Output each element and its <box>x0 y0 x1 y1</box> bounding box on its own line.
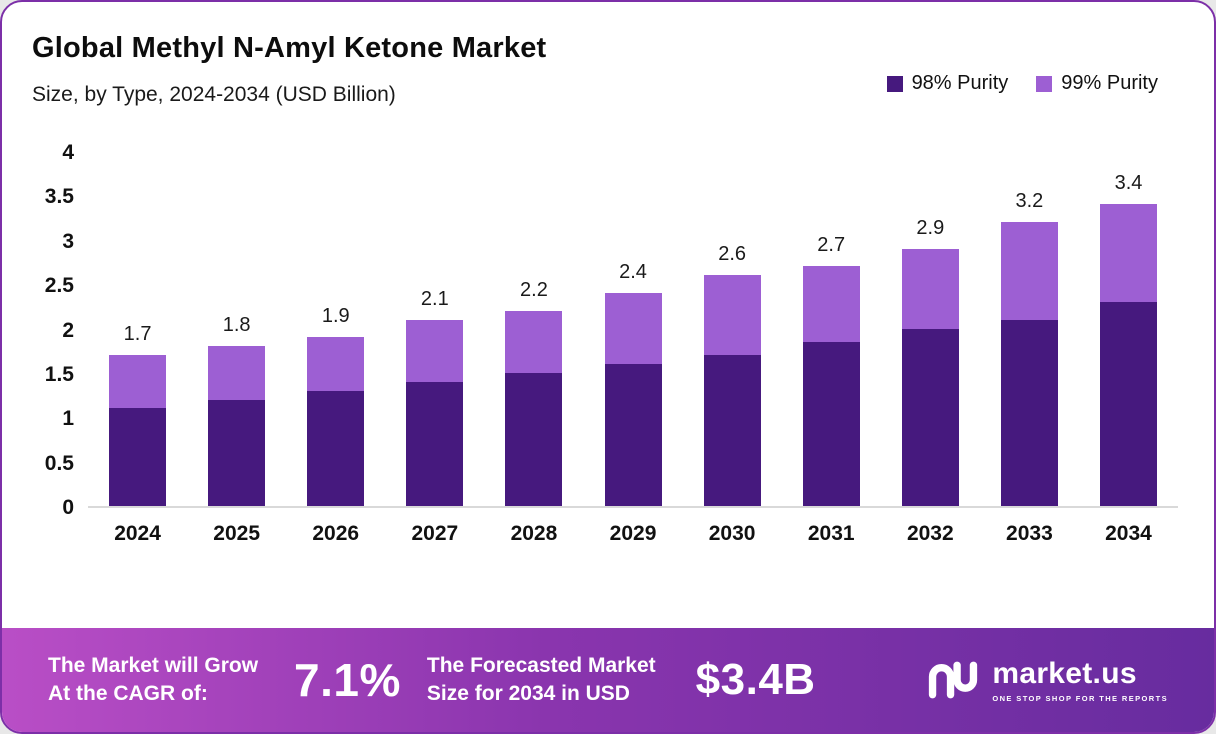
bar-segment-98-purity <box>109 408 167 506</box>
bar-column: 3.2 <box>980 153 1079 506</box>
bar-segment-98-purity <box>1099 301 1157 506</box>
x-axis-label: 2029 <box>609 522 657 545</box>
bar-total-label: 2.6 <box>718 243 747 266</box>
bar-segment-98-purity <box>307 390 365 506</box>
x-axis-label: 2032 <box>906 522 954 545</box>
bar-total-label: 2.2 <box>520 278 548 301</box>
bar-total-label: 3.2 <box>1015 190 1044 212</box>
legend-label-99-purity: 99% Purity <box>1061 72 1158 94</box>
x-axis-label: 2027 <box>411 522 459 545</box>
marketus-brand-name: market.us <box>992 657 1137 690</box>
bar-segment-99-purity <box>1000 222 1058 320</box>
bar-column: 1.8 <box>187 153 286 506</box>
bars-row: 1.7 1.8 1.9 2.1 2.2 2.4 2.6 2.7 2.9 3.2 3.4 <box>88 153 1178 506</box>
legend-label-98-purity: 98% Purity <box>911 72 1009 94</box>
bar-segment-99-purity <box>802 266 860 342</box>
marketus-brand: market.us ONE STOP SHOP FOR THE REPORTS <box>926 657 1168 703</box>
legend-item-98-purity: 98% Purity <box>886 72 1009 95</box>
x-axis-label: 2024 <box>114 522 161 545</box>
legend-swatch-99-purity <box>1036 75 1053 92</box>
cagr-label: The Market will Grow At the CAGR of: <box>48 652 258 709</box>
marketus-brand-tagline: ONE STOP SHOP FOR THE REPORTS <box>992 694 1168 703</box>
bar-column: 1.7 <box>88 153 187 506</box>
footer-banner: The Market will Grow At the CAGR of: 7.1… <box>2 628 1214 732</box>
bar-segment-98-purity <box>1000 319 1058 506</box>
x-axis-label: 2026 <box>312 522 360 545</box>
cagr-value: 7.1% <box>294 654 401 706</box>
forecast-label: The Forecasted Market Size for 2034 in U… <box>427 652 656 709</box>
y-axis-tick-label: 2 <box>62 318 74 342</box>
bar-segment-98-purity <box>406 381 464 506</box>
y-axis-tick-label: 1 <box>62 407 74 431</box>
bar-column: 2.2 <box>484 153 583 506</box>
bar-segment-98-purity <box>505 372 563 506</box>
y-axis-tick-label: 3.5 <box>44 185 74 209</box>
y-axis-tick-label: 1.5 <box>44 362 74 386</box>
x-axis-label: 2030 <box>708 522 756 545</box>
legend: 98% Purity 99% Purity <box>886 72 1158 95</box>
bar-segment-99-purity <box>307 337 365 391</box>
bar-column: 2.4 <box>583 153 682 506</box>
cagr-label-line1: The Market will Grow <box>48 653 259 677</box>
bar-segment-98-purity <box>703 355 761 506</box>
bar-segment-99-purity <box>703 275 761 356</box>
x-axis-label: 2033 <box>1006 522 1053 545</box>
x-axis-label: 2028 <box>510 522 558 545</box>
bar-total-label: 1.7 <box>123 323 152 346</box>
bar-segment-98-purity <box>208 399 266 506</box>
bar-column: 3.4 <box>1079 153 1178 506</box>
forecast-label-line1: The Forecasted Market <box>426 653 656 677</box>
bar-total-label: 1.8 <box>222 314 251 337</box>
forecast-label-line2: Size for 2034 in USD <box>426 682 630 705</box>
y-axis-tick-label: 4 <box>62 141 74 164</box>
bar-total-label: 2.9 <box>916 216 945 239</box>
chart-title: Global Methyl N-Amyl Ketone Market <box>32 32 547 64</box>
bar-column: 2.9 <box>881 153 980 506</box>
bar-total-label: 2.7 <box>817 234 846 257</box>
bar-segment-99-purity <box>901 248 959 329</box>
bar-column: 2.6 <box>683 153 782 506</box>
bar-segment-98-purity <box>802 341 860 506</box>
bar-total-label: 2.4 <box>619 261 647 283</box>
marketus-logo-icon <box>929 661 978 699</box>
legend-swatch-98-purity <box>886 75 903 92</box>
bar-segment-99-purity <box>1099 204 1157 302</box>
x-axis: 2024 2025 2026 2027 2028 2029 2030 2031 2032 2033… <box>88 522 1178 546</box>
bar-column: 1.9 <box>286 153 385 506</box>
bar-segment-99-purity <box>406 319 464 382</box>
y-axis-tick-label: 0.5 <box>44 451 74 475</box>
x-axis-label: 2034 <box>1105 522 1152 545</box>
y-axis-labels: 0 0.5 1 1.5 2 2.5 3 3.5 4 <box>30 141 88 519</box>
bar-segment-99-purity <box>109 355 167 409</box>
bar-segment-99-purity <box>505 310 563 373</box>
bar-column: 2.1 <box>385 153 484 506</box>
x-axis-label: 2031 <box>807 522 855 545</box>
chart-subtitle: Size, by Type, 2024-2034 (USD Billion) <box>32 83 396 106</box>
bar-total-label: 3.4 <box>1114 172 1143 195</box>
legend-item-99-purity: 99% Purity <box>1036 72 1158 95</box>
y-axis-tick-label: 2.5 <box>44 274 74 298</box>
y-axis-tick-label: 0 <box>62 496 74 519</box>
bar-total-label: 1.9 <box>321 305 350 328</box>
forecast-value: $3.4B <box>695 655 816 704</box>
bar-total-label: 2.1 <box>420 287 449 310</box>
bar-segment-99-purity <box>208 346 266 400</box>
bar-segment-99-purity <box>604 293 662 364</box>
bar-segment-98-purity <box>604 364 662 506</box>
cagr-label-line2: At the CAGR of: <box>48 682 208 705</box>
bar-column: 2.7 <box>782 153 881 506</box>
x-axis-label: 2025 <box>213 522 260 545</box>
marketus-brand-text: market.us ONE STOP SHOP FOR THE REPORTS <box>992 657 1168 703</box>
chart-header: Global Methyl N-Amyl Ketone Market Size,… <box>2 2 1214 107</box>
plot-area: 1.7 1.8 1.9 2.1 2.2 2.4 2.6 2.7 2.9 3.2 3.4 <box>88 153 1178 508</box>
y-axis-tick-label: 3 <box>62 229 74 253</box>
bar-segment-98-purity <box>901 328 959 506</box>
chart-area: 0 0.5 1 1.5 2 2.5 3 3.5 4 1.7 1.8 1.9 2.1 2.2 2.4 2.6 2… <box>30 141 1178 519</box>
